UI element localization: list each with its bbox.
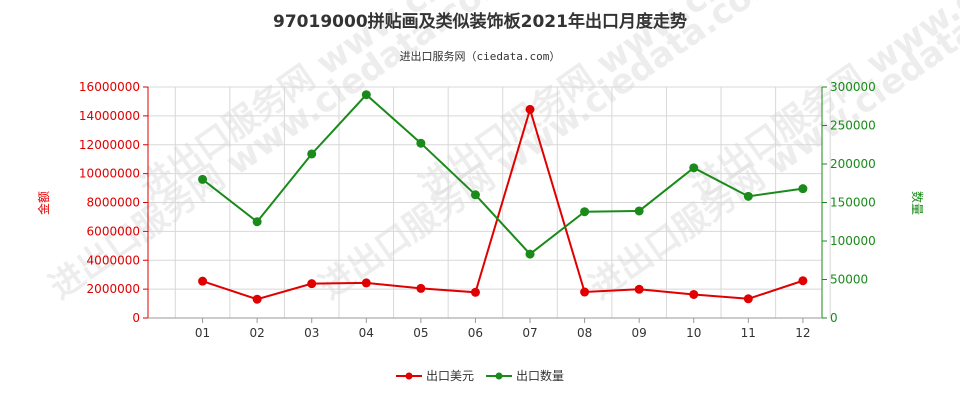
series-2-point <box>198 174 208 184</box>
legend: 出口美元 出口数量 <box>396 368 564 383</box>
y-left-tick-label: 16000000 <box>79 80 140 94</box>
series-1-point <box>580 287 590 297</box>
y-right-tick-label: 200000 <box>830 157 876 171</box>
x-tick-label: 10 <box>686 326 701 340</box>
series-2-point <box>525 249 535 259</box>
y-left-tick-label: 4000000 <box>87 253 140 267</box>
x-tick-label: 07 <box>522 326 537 340</box>
series-2-point <box>798 184 808 194</box>
x-tick-label: 04 <box>359 326 374 340</box>
y-left-tick-label: 12000000 <box>79 138 140 152</box>
y-right-tick-label: 0 <box>830 311 838 325</box>
y-right-tick-label: 300000 <box>830 80 876 94</box>
series-line-1 <box>202 105 804 301</box>
y-left-axis-title: 金额 <box>36 191 51 215</box>
series-2-point <box>361 90 371 100</box>
x-tick-label: 05 <box>413 326 428 340</box>
legend-label-2: 出口数量 <box>516 368 564 383</box>
series-line-2 <box>201 93 804 256</box>
series-2-point <box>580 207 590 217</box>
y-left-tick-label: 8000000 <box>87 196 140 210</box>
series-1-point <box>361 278 371 288</box>
x-tick-label: 11 <box>741 326 756 340</box>
axes: 0200000040000006000000800000010000000120… <box>79 80 876 340</box>
series-2-point <box>470 190 480 200</box>
series-1-point <box>198 276 208 286</box>
y-right-tick-label: 250000 <box>830 119 876 133</box>
series-1-point <box>252 294 262 304</box>
y-right-axis-title: 数量 <box>910 191 925 215</box>
y-left-tick-label: 10000000 <box>79 167 140 181</box>
x-tick-label: 08 <box>577 326 592 340</box>
y-left-tick-label: 0 <box>132 311 140 325</box>
x-tick-label: 09 <box>632 326 647 340</box>
series-layer <box>198 90 808 304</box>
x-tick-label: 02 <box>250 326 265 340</box>
y-left-tick-label: 14000000 <box>79 109 140 123</box>
series-2-point <box>252 217 262 227</box>
legend-label-1: 出口美元 <box>426 369 474 383</box>
y-left-tick-label: 6000000 <box>87 224 140 238</box>
y-right-tick-label: 100000 <box>830 234 876 248</box>
series-2-point <box>307 149 317 159</box>
x-tick-label: 12 <box>795 326 810 340</box>
y-right-tick-label: 150000 <box>830 196 876 210</box>
series-1-point <box>743 294 753 304</box>
x-tick-label: 01 <box>195 326 210 340</box>
series-1-point <box>689 289 699 299</box>
y-left-tick-label: 2000000 <box>87 282 140 296</box>
legend-marker-2 <box>495 372 503 380</box>
series-1-point <box>470 287 480 297</box>
series-2-point <box>689 163 699 173</box>
series-1-point <box>416 283 426 293</box>
series-1-point <box>634 284 644 294</box>
series-1-point <box>798 276 808 286</box>
series-2-point <box>634 206 644 216</box>
x-tick-label: 06 <box>468 326 483 340</box>
series-1-point <box>525 104 535 114</box>
chart-subtitle: 进出口服务网（ciedata.com） <box>400 49 561 63</box>
series-2-point <box>416 138 426 148</box>
chart-title: 97019000拼贴画及类似装饰板2021年出口月度走势 <box>273 11 687 32</box>
x-tick-label: 03 <box>304 326 319 340</box>
series-1-point <box>307 279 317 289</box>
legend-marker-1 <box>405 372 413 380</box>
y-right-tick-label: 50000 <box>830 273 868 287</box>
series-2-point <box>743 191 753 201</box>
